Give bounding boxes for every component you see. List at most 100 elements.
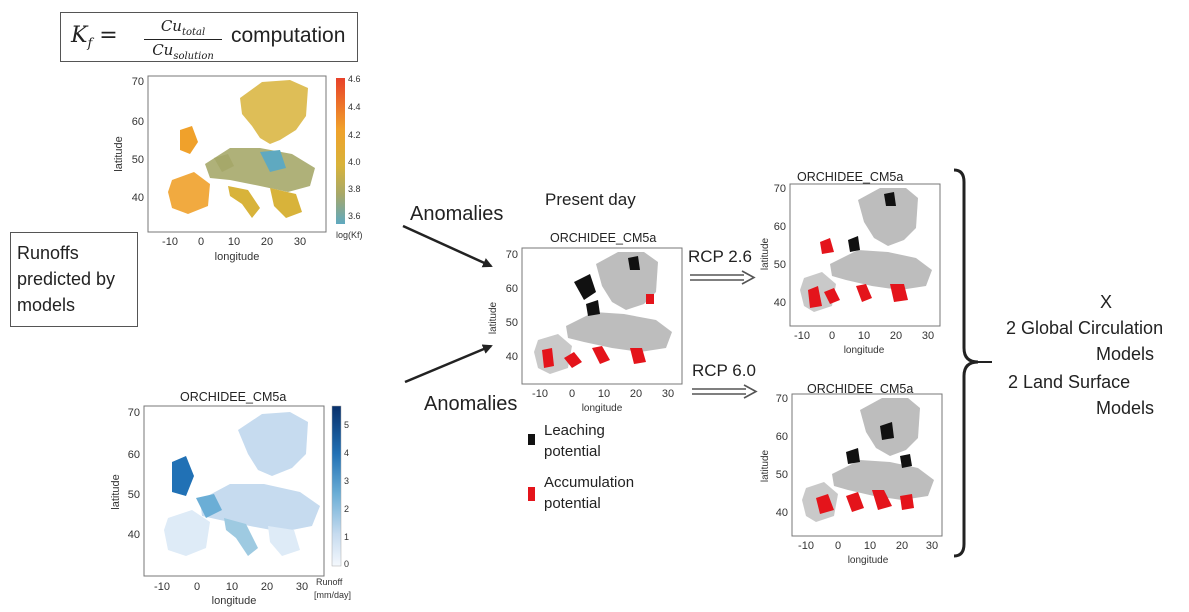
bottom-anomaly-arrow	[404, 344, 493, 384]
runoff-cb-tick-5: 1	[344, 532, 349, 542]
curly-brace	[953, 168, 992, 558]
future-top-xlabel: longitude	[844, 345, 885, 356]
runoff-map-land	[164, 412, 320, 556]
future-bottom-ytick-3: 50	[776, 469, 788, 481]
runoff-ytick-2: 60	[128, 449, 140, 461]
rcp-top-arrow	[690, 270, 756, 285]
kf-map-land	[168, 80, 315, 218]
rcp-bottom-arrow	[692, 384, 758, 399]
future-bottom-map-ticks: -10 0 10 20 30 70 60 50 40 longitude lat…	[760, 393, 938, 566]
runoffs-line-3: models	[17, 295, 76, 315]
future-bottom-ytick-1: 70	[776, 393, 788, 405]
kf-xtick-4: 20	[261, 236, 273, 248]
runoffs-line-2: predicted by	[17, 269, 116, 289]
summary-line-4: Models	[1096, 398, 1155, 418]
present-ytick-1: 70	[506, 249, 518, 261]
kf-cb-tick-2: 4.4	[348, 102, 361, 112]
runoffs-predicted-box: Runoffs predicted by models	[10, 232, 138, 327]
kf-cb-tick-5: 3.8	[348, 184, 361, 194]
runoff-map-title: ORCHIDEE_CM5a	[180, 390, 287, 404]
kf-map-ticks: -10 0 10 20 30 70 60 50 40 longitude lat…	[113, 76, 306, 263]
runoff-cb-tick-1: 5	[344, 420, 349, 430]
anomaly-arrows	[402, 224, 493, 384]
kf-colorbar-ticks: 4.6 4.4 4.2 4.0 3.8 3.6 log(Kf)	[336, 74, 363, 240]
present-map-land	[534, 252, 672, 374]
future-bottom-map-title: ORCHIDEE_CM5a	[807, 382, 914, 396]
runoff-map-svg: -10 0 10 20 30 70 60 50 40 longitude lat…	[110, 405, 351, 607]
future-top-xtick-5: 30	[922, 330, 934, 342]
present-ytick-2: 60	[506, 283, 518, 295]
kf-xtick-1: -10	[162, 236, 178, 248]
runoffs-line-1: Runoffs	[17, 243, 79, 263]
kf-cb-label: log(Kf)	[336, 230, 363, 240]
future-top-map-ticks: -10 0 10 20 30 70 60 50 40 longitude lat…	[760, 183, 934, 356]
runoff-cb-tick-6: 0	[344, 559, 349, 569]
kf-ytick-1: 70	[132, 76, 144, 88]
future-bottom-map-svg: -10 0 10 20 30 70 60 50 40 longitude lat…	[760, 393, 943, 566]
present-ylabel: latitude	[488, 301, 499, 334]
runoff-colorbar	[331, 405, 342, 567]
future-top-map-land	[800, 188, 932, 312]
kf-colorbar	[336, 78, 345, 224]
kf-ytick-4: 40	[132, 192, 144, 204]
future-top-ytick-1: 70	[774, 183, 786, 195]
future-top-xtick-1: -10	[794, 330, 810, 342]
future-bottom-ytick-4: 40	[776, 507, 788, 519]
future-bottom-xtick-2: 0	[835, 540, 841, 552]
runoff-ytick-4: 40	[128, 529, 140, 541]
summary-line-2: Models	[1096, 344, 1155, 364]
kf-ytick-3: 50	[132, 154, 144, 166]
runoff-xtick-5: 30	[296, 581, 308, 593]
runoff-cb-tick-3: 3	[344, 476, 349, 486]
present-xtick-2: 0	[569, 388, 575, 400]
summary-line-1: 2 Global Circulation	[1006, 318, 1164, 338]
present-ytick-3: 50	[506, 317, 518, 329]
runoff-xtick-2: 0	[194, 581, 200, 593]
summary-line-3: 2 Land Surface	[1008, 372, 1131, 392]
runoff-ytick-1: 70	[128, 407, 140, 419]
leaching-label: Leaching potential	[544, 422, 605, 460]
runoff-cb-tick-4: 2	[344, 504, 349, 514]
kf-cb-tick-6: 3.6	[348, 211, 361, 221]
future-bottom-ytick-2: 60	[776, 431, 788, 443]
present-map-title: ORCHIDEE_CM5a	[550, 231, 657, 245]
accumulation-swatch	[528, 487, 535, 501]
future-top-xtick-3: 10	[858, 330, 870, 342]
present-xtick-5: 30	[662, 388, 674, 400]
future-bottom-xtick-4: 20	[896, 540, 908, 552]
kf-formula-box: Kf = Cutotal Cusolution computation	[60, 12, 358, 62]
future-top-ylabel: latitude	[760, 237, 771, 270]
kf-xlabel: longitude	[215, 251, 260, 263]
multiply-symbol: X	[1100, 292, 1113, 312]
runoff-ylabel: latitude	[110, 474, 122, 509]
present-xlabel: longitude	[582, 403, 623, 414]
runoff-cb-label-2: [mm/day]	[314, 590, 351, 600]
present-map-svg: -10 0 10 20 30 70 60 50 40 longitude lat…	[488, 247, 683, 414]
future-bottom-xtick-3: 10	[864, 540, 876, 552]
kf-cb-tick-4: 4.0	[348, 157, 361, 167]
kf-xtick-3: 10	[228, 236, 240, 248]
leaching-swatch	[528, 434, 535, 445]
kf-xtick-5: 30	[294, 236, 306, 248]
future-top-xtick-4: 20	[890, 330, 902, 342]
kf-cb-tick-3: 4.2	[348, 130, 361, 140]
kf-map-panel: -10 0 10 20 30 70 60 50 40 longitude lat…	[110, 68, 375, 271]
runoff-cb-tick-2: 4	[344, 448, 349, 458]
kf-symbol: Kf =	[71, 23, 118, 52]
kf-ylabel: latitude	[113, 136, 125, 171]
computation-label: computation	[231, 24, 346, 47]
present-map-ticks: -10 0 10 20 30 70 60 50 40 longitude lat…	[488, 249, 674, 414]
anomalies-top-label: Anomalies	[410, 203, 504, 225]
runoff-xtick-3: 10	[226, 581, 238, 593]
runoff-colorbar-ticks: 5 4 3 2 1 0 Runoff [mm/day]	[314, 420, 351, 600]
accumulation-label: Accumulation potential	[544, 474, 635, 512]
future-top-map-svg: -10 0 10 20 30 70 60 50 40 longitude lat…	[760, 183, 941, 356]
present-day-label: Present day	[545, 190, 636, 209]
runoff-cb-label-1: Runoff	[316, 577, 343, 587]
future-bottom-xtick-5: 30	[926, 540, 938, 552]
future-bottom-map-land	[802, 398, 934, 522]
anomalies-bottom-label: Anomalies	[424, 393, 518, 415]
runoff-xlabel: longitude	[212, 595, 257, 607]
rcp-top-label: RCP 2.6	[688, 247, 752, 266]
kf-xtick-2: 0	[198, 236, 204, 248]
